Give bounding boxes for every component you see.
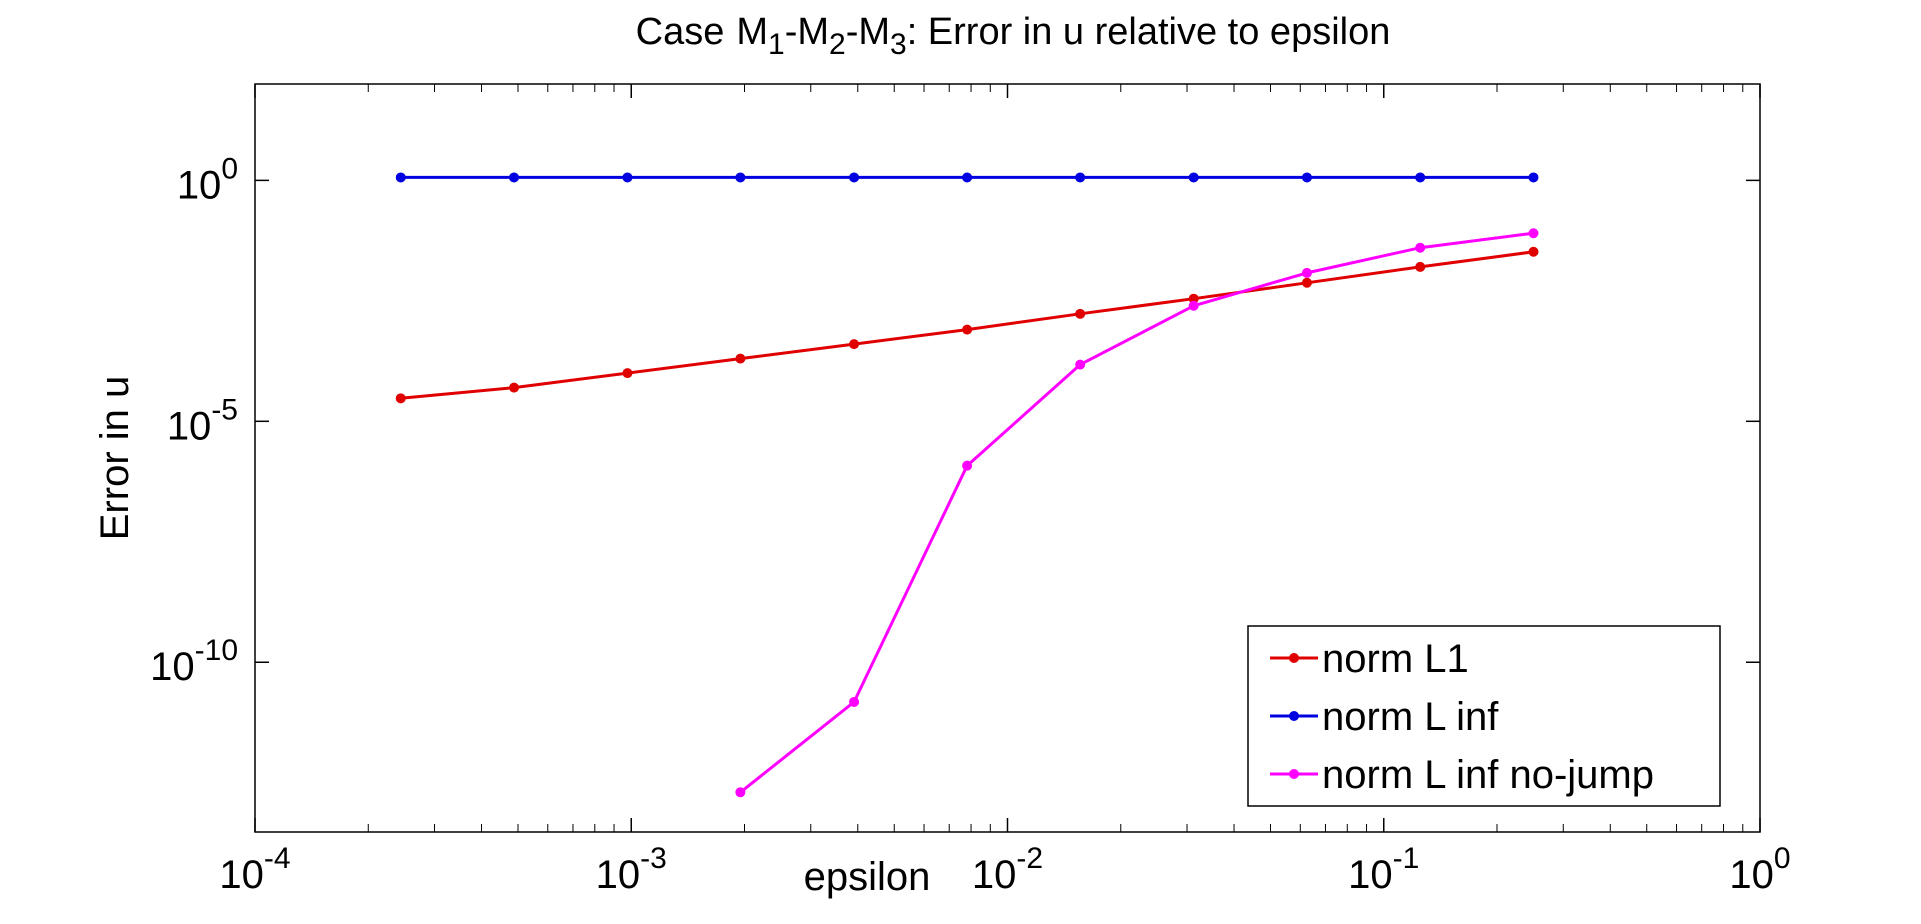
data-point (1301, 267, 1312, 278)
data-point (735, 353, 746, 364)
title-m3-sub: 3 (890, 28, 907, 61)
y-tick-label: 10-10 (150, 634, 238, 689)
y-tick-exp: -10 (195, 634, 238, 667)
series-layer (395, 172, 1539, 798)
x-tick-label: 100 (1729, 842, 1790, 897)
y-tick-base: 10 (167, 404, 212, 448)
series-line-2 (739, 231, 1534, 794)
data-point (395, 393, 406, 404)
data-point (509, 382, 520, 393)
data-point (509, 172, 520, 183)
data-point (962, 324, 973, 335)
legend-label: norm L inf no-jump (1322, 753, 1654, 797)
legend-marker (1289, 769, 1299, 779)
x-tick-label: 10-3 (596, 842, 667, 897)
y-tick-label: 100 (177, 152, 238, 207)
data-point (962, 172, 973, 183)
title-m2-sub: 2 (829, 28, 846, 61)
title-m3: -M (846, 11, 890, 53)
x-tick-exp: -4 (264, 842, 291, 875)
data-point (1301, 172, 1312, 183)
chart-title: Case M1-M2-M3: Error in u relative to eps… (636, 11, 1391, 61)
legend-label: norm L inf (1322, 695, 1499, 739)
x-tick-label: 10-1 (1348, 842, 1419, 897)
y-tick-base: 10 (177, 163, 222, 207)
axis-ticks (254, 84, 1761, 832)
x-tick-base: 10 (1729, 853, 1774, 897)
data-point (1528, 172, 1539, 183)
y-tick-base: 10 (150, 645, 195, 689)
legend-label: norm L1 (1322, 637, 1469, 681)
title-suffix: : Error in u relative to epsilon (907, 11, 1391, 53)
data-point (622, 172, 633, 183)
data-point (1188, 300, 1199, 311)
data-point (1188, 172, 1199, 183)
x-tick-label: 10-2 (972, 842, 1043, 897)
data-point (1415, 242, 1426, 253)
x-tick-exp: 0 (1774, 842, 1791, 875)
data-point (1415, 261, 1426, 272)
data-point (622, 368, 633, 379)
data-point (395, 172, 406, 183)
data-point (735, 172, 746, 183)
data-point (849, 172, 860, 183)
x-tick-exp: -3 (640, 842, 667, 875)
data-point (1075, 308, 1086, 319)
legend-marker (1289, 653, 1299, 663)
data-point (1415, 172, 1426, 183)
data-point (1301, 277, 1312, 288)
x-axis-label: epsilon (804, 855, 931, 899)
x-tick-base: 10 (219, 853, 264, 897)
y-axis-label: Error in u (93, 376, 137, 541)
data-point (1075, 172, 1086, 183)
y-tick-exp: 0 (221, 152, 238, 185)
x-tick-base: 10 (596, 853, 641, 897)
data-point (1075, 359, 1086, 370)
data-point (849, 339, 860, 350)
data-point (962, 460, 973, 471)
legend: norm L1 norm L inf norm L inf no-jump (1247, 625, 1721, 807)
x-tick-exp: -2 (1016, 842, 1043, 875)
data-point (1188, 293, 1199, 304)
y-tick-exp: -5 (211, 393, 238, 426)
data-point (1528, 228, 1539, 239)
legend-box (1247, 625, 1721, 807)
title-m1: M (736, 11, 768, 53)
legend-marker (1289, 711, 1299, 721)
x-tick-base: 10 (1348, 853, 1393, 897)
data-point (1528, 246, 1539, 257)
data-point (735, 787, 746, 798)
x-tick-base: 10 (972, 853, 1017, 897)
x-tick-exp: -1 (1393, 842, 1420, 875)
x-tick-label: 10-4 (219, 842, 290, 897)
title-prefix: Case (636, 11, 725, 53)
title-m1-sub: 1 (768, 28, 785, 61)
data-point (849, 696, 860, 707)
y-tick-label: 10-5 (167, 393, 238, 448)
title-m2: -M (785, 11, 829, 53)
